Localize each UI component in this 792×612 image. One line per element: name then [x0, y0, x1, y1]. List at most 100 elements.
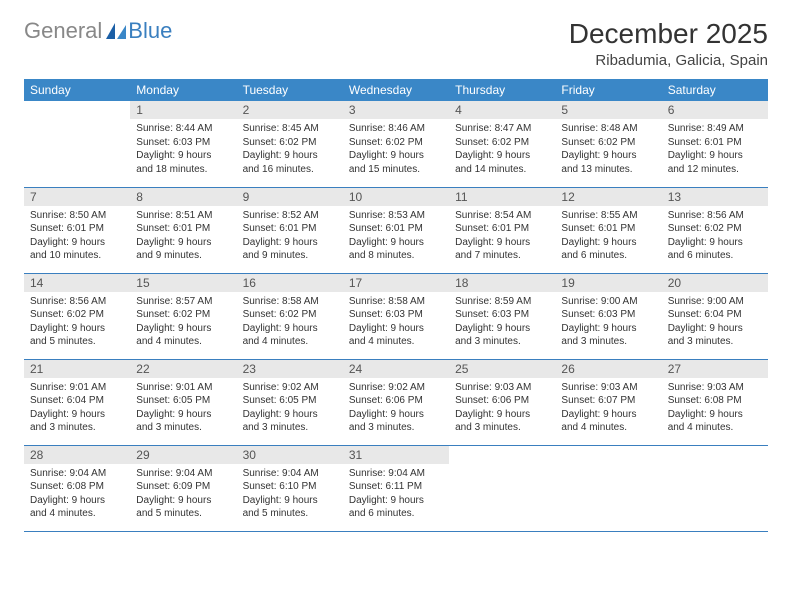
daylight-text: Daylight: 9 hours and 3 minutes.: [136, 408, 230, 435]
day-cell: 26Sunrise: 9:03 AMSunset: 6:07 PMDayligh…: [555, 359, 661, 445]
day-cell: 21Sunrise: 9:01 AMSunset: 6:04 PMDayligh…: [24, 359, 130, 445]
day-body: Sunrise: 9:04 AMSunset: 6:08 PMDaylight:…: [24, 464, 130, 525]
daylight-text: Daylight: 9 hours and 3 minutes.: [30, 408, 124, 435]
day-number: 29: [130, 446, 236, 464]
sunrise-text: Sunrise: 9:04 AM: [136, 467, 230, 481]
sunset-text: Sunset: 6:02 PM: [668, 222, 762, 236]
daylight-text: Daylight: 9 hours and 4 minutes.: [668, 408, 762, 435]
daylight-text: Daylight: 9 hours and 3 minutes.: [668, 322, 762, 349]
day-body: Sunrise: 9:04 AMSunset: 6:10 PMDaylight:…: [237, 464, 343, 525]
daylight-text: Daylight: 9 hours and 3 minutes.: [455, 408, 549, 435]
day-cell: 22Sunrise: 9:01 AMSunset: 6:05 PMDayligh…: [130, 359, 236, 445]
sunset-text: Sunset: 6:03 PM: [349, 308, 443, 322]
day-cell: 27Sunrise: 9:03 AMSunset: 6:08 PMDayligh…: [662, 359, 768, 445]
day-cell: 25Sunrise: 9:03 AMSunset: 6:06 PMDayligh…: [449, 359, 555, 445]
sunset-text: Sunset: 6:01 PM: [30, 222, 124, 236]
sunset-text: Sunset: 6:07 PM: [561, 394, 655, 408]
day-number: 25: [449, 360, 555, 378]
day-number: 27: [662, 360, 768, 378]
sunset-text: Sunset: 6:01 PM: [561, 222, 655, 236]
day-number: 11: [449, 188, 555, 206]
day-cell: 31Sunrise: 9:04 AMSunset: 6:11 PMDayligh…: [343, 445, 449, 531]
daylight-text: Daylight: 9 hours and 4 minutes.: [561, 408, 655, 435]
sunset-text: Sunset: 6:01 PM: [668, 136, 762, 150]
day-cell: 5Sunrise: 8:48 AMSunset: 6:02 PMDaylight…: [555, 101, 661, 187]
sunrise-text: Sunrise: 9:04 AM: [30, 467, 124, 481]
day-number: 12: [555, 188, 661, 206]
day-number: 7: [24, 188, 130, 206]
daylight-text: Daylight: 9 hours and 4 minutes.: [136, 322, 230, 349]
day-body: Sunrise: 8:51 AMSunset: 6:01 PMDaylight:…: [130, 206, 236, 267]
day-body: Sunrise: 8:55 AMSunset: 6:01 PMDaylight:…: [555, 206, 661, 267]
day-body: Sunrise: 9:02 AMSunset: 6:06 PMDaylight:…: [343, 378, 449, 439]
sunset-text: Sunset: 6:03 PM: [455, 308, 549, 322]
day-cell: 10Sunrise: 8:53 AMSunset: 6:01 PMDayligh…: [343, 187, 449, 273]
day-cell: 3Sunrise: 8:46 AMSunset: 6:02 PMDaylight…: [343, 101, 449, 187]
sunrise-text: Sunrise: 8:46 AM: [349, 122, 443, 136]
week-row: 21Sunrise: 9:01 AMSunset: 6:04 PMDayligh…: [24, 359, 768, 445]
daylight-text: Daylight: 9 hours and 14 minutes.: [455, 149, 549, 176]
sunrise-text: Sunrise: 8:47 AM: [455, 122, 549, 136]
sunset-text: Sunset: 6:02 PM: [561, 136, 655, 150]
day-number: 4: [449, 101, 555, 119]
sunset-text: Sunset: 6:01 PM: [455, 222, 549, 236]
sunset-text: Sunset: 6:01 PM: [243, 222, 337, 236]
daylight-text: Daylight: 9 hours and 9 minutes.: [243, 236, 337, 263]
sunrise-text: Sunrise: 8:59 AM: [455, 295, 549, 309]
day-header: Monday: [130, 79, 236, 101]
sunset-text: Sunset: 6:11 PM: [349, 480, 443, 494]
sunset-text: Sunset: 6:04 PM: [668, 308, 762, 322]
daylight-text: Daylight: 9 hours and 5 minutes.: [243, 494, 337, 521]
daylight-text: Daylight: 9 hours and 13 minutes.: [561, 149, 655, 176]
sunrise-text: Sunrise: 9:03 AM: [668, 381, 762, 395]
daylight-text: Daylight: 9 hours and 7 minutes.: [455, 236, 549, 263]
day-cell: 29Sunrise: 9:04 AMSunset: 6:09 PMDayligh…: [130, 445, 236, 531]
sunset-text: Sunset: 6:10 PM: [243, 480, 337, 494]
daylight-text: Daylight: 9 hours and 6 minutes.: [561, 236, 655, 263]
day-header-row: Sunday Monday Tuesday Wednesday Thursday…: [24, 79, 768, 101]
month-title: December 2025: [569, 18, 768, 50]
day-body: Sunrise: 8:59 AMSunset: 6:03 PMDaylight:…: [449, 292, 555, 353]
sunset-text: Sunset: 6:06 PM: [349, 394, 443, 408]
day-body: Sunrise: 8:49 AMSunset: 6:01 PMDaylight:…: [662, 119, 768, 180]
day-cell: 16Sunrise: 8:58 AMSunset: 6:02 PMDayligh…: [237, 273, 343, 359]
sunset-text: Sunset: 6:05 PM: [243, 394, 337, 408]
day-body: Sunrise: 8:44 AMSunset: 6:03 PMDaylight:…: [130, 119, 236, 180]
day-cell: 1Sunrise: 8:44 AMSunset: 6:03 PMDaylight…: [130, 101, 236, 187]
day-cell: 14Sunrise: 8:56 AMSunset: 6:02 PMDayligh…: [24, 273, 130, 359]
daylight-text: Daylight: 9 hours and 5 minutes.: [30, 322, 124, 349]
sunrise-text: Sunrise: 9:00 AM: [561, 295, 655, 309]
sunrise-text: Sunrise: 8:56 AM: [30, 295, 124, 309]
day-number: 14: [24, 274, 130, 292]
day-cell: 7Sunrise: 8:50 AMSunset: 6:01 PMDaylight…: [24, 187, 130, 273]
logo: General Blue: [24, 18, 172, 44]
day-number: 26: [555, 360, 661, 378]
daylight-text: Daylight: 9 hours and 18 minutes.: [136, 149, 230, 176]
day-body: Sunrise: 9:01 AMSunset: 6:04 PMDaylight:…: [24, 378, 130, 439]
day-body: Sunrise: 9:04 AMSunset: 6:11 PMDaylight:…: [343, 464, 449, 525]
daylight-text: Daylight: 9 hours and 9 minutes.: [136, 236, 230, 263]
daylight-text: Daylight: 9 hours and 8 minutes.: [349, 236, 443, 263]
sunrise-text: Sunrise: 9:02 AM: [243, 381, 337, 395]
day-body: Sunrise: 9:00 AMSunset: 6:04 PMDaylight:…: [662, 292, 768, 353]
daylight-text: Daylight: 9 hours and 3 minutes.: [561, 322, 655, 349]
sunrise-text: Sunrise: 8:54 AM: [455, 209, 549, 223]
sunrise-text: Sunrise: 8:57 AM: [136, 295, 230, 309]
day-number: 22: [130, 360, 236, 378]
day-cell: 30Sunrise: 9:04 AMSunset: 6:10 PMDayligh…: [237, 445, 343, 531]
day-body: Sunrise: 8:45 AMSunset: 6:02 PMDaylight:…: [237, 119, 343, 180]
day-cell: .: [662, 445, 768, 531]
day-cell: 24Sunrise: 9:02 AMSunset: 6:06 PMDayligh…: [343, 359, 449, 445]
day-number: 2: [237, 101, 343, 119]
sunset-text: Sunset: 6:02 PM: [243, 136, 337, 150]
day-cell: 4Sunrise: 8:47 AMSunset: 6:02 PMDaylight…: [449, 101, 555, 187]
daylight-text: Daylight: 9 hours and 3 minutes.: [455, 322, 549, 349]
day-body: Sunrise: 8:53 AMSunset: 6:01 PMDaylight:…: [343, 206, 449, 267]
day-number: 20: [662, 274, 768, 292]
daylight-text: Daylight: 9 hours and 3 minutes.: [349, 408, 443, 435]
sunset-text: Sunset: 6:03 PM: [136, 136, 230, 150]
day-cell: .: [555, 445, 661, 531]
day-header: Saturday: [662, 79, 768, 101]
sunrise-text: Sunrise: 8:50 AM: [30, 209, 124, 223]
day-number: 13: [662, 188, 768, 206]
